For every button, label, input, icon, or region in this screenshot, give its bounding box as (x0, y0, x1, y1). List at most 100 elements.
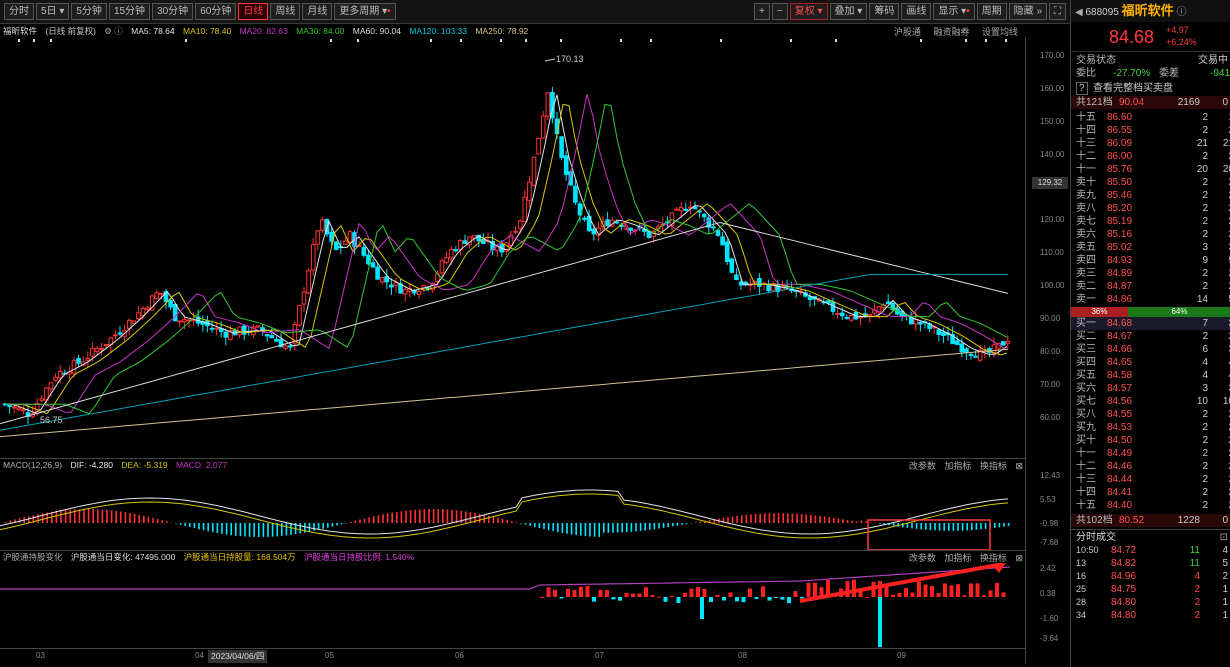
hk-title[interactable]: 沪股通持股变化 (3, 552, 63, 562)
full-book-link[interactable]: 查看完整档买卖盘 (1093, 83, 1173, 94)
level-vol-2: 2 (1228, 421, 1230, 434)
edit-param-button[interactable]: 改参数 (908, 553, 936, 563)
ask-row[interactable]: 卖七 85.19 2 2 (1071, 215, 1230, 228)
ask-row[interactable]: 十一 85.76 20 20 (1071, 163, 1230, 176)
overlay-button[interactable]: 叠加 ▾ (829, 3, 868, 20)
candle-body (39, 398, 45, 401)
hk-bar (663, 597, 668, 602)
close-icon[interactable]: ⊠ (1015, 553, 1023, 563)
macd-bar (570, 523, 573, 535)
hk-bar (683, 592, 687, 597)
chip-button[interactable]: 筹码 (869, 3, 900, 20)
more-periods-button[interactable]: 更多周期 ▾• (334, 3, 396, 20)
info-icon[interactable]: ⓘ (1176, 7, 1187, 18)
bid-row[interactable]: 买四 84.65 4 4 (1071, 356, 1230, 369)
macd-bar (741, 515, 743, 523)
bid-row[interactable]: 买三 84.66 6 3 (1071, 343, 1230, 356)
ask-row[interactable]: 卖三 84.89 2 2 (1071, 267, 1230, 280)
bid-row[interactable]: 十五 84.40 2 2 (1071, 499, 1230, 512)
zoom-in-button[interactable]: + (754, 3, 770, 20)
ask-row[interactable]: 卖八 85.20 2 2 (1071, 202, 1230, 215)
hk-bar (611, 597, 616, 600)
stock-code: 688095 (1085, 7, 1119, 18)
bid-row[interactable]: 买二 84.67 2 2 (1071, 330, 1230, 343)
bid-row[interactable]: 十三 84.44 2 2 (1071, 473, 1230, 486)
bid-row[interactable]: 十二 84.46 2 2 (1071, 460, 1230, 473)
macd-dea-line (0, 493, 1009, 539)
candlestick-chart[interactable]: 170.13 56.75 (0, 37, 1025, 457)
macd-bar (455, 510, 458, 523)
ask-row[interactable]: 卖十 85.50 2 2 (1071, 176, 1230, 189)
period-tab-5day[interactable]: 5日 ▾ (36, 3, 70, 20)
macd-bar (156, 518, 159, 523)
add-indicator-button[interactable]: 加指标 (944, 553, 972, 563)
ask-row[interactable]: 十二 86.00 2 2 (1071, 150, 1230, 163)
ask-row[interactable]: 卖五 85.02 3 3 (1071, 241, 1230, 254)
total-ask-label: 共121档 (1076, 97, 1113, 108)
expand-icon[interactable]: ⊡ (1219, 532, 1228, 543)
help-icon[interactable]: ? (1076, 82, 1088, 95)
period-tab-15min[interactable]: 15分钟 (108, 3, 151, 20)
period-tab-fenshi[interactable]: 分时 (4, 3, 34, 20)
level-price: 84.50 (1107, 435, 1133, 446)
y-tick: 120.00 (1040, 215, 1065, 224)
change-indicator-button[interactable]: 换指标 (979, 553, 1007, 563)
ask-row[interactable]: 卖一 84.86 14 5 (1071, 293, 1230, 306)
expand-icon[interactable]: ⛶ (1049, 3, 1066, 20)
macd-bar (262, 523, 265, 537)
ask-row[interactable]: 卖二 84.87 2 2 (1071, 280, 1230, 293)
settings-icon[interactable]: ⚙ ⓘ (104, 26, 123, 36)
full-book-row[interactable]: ? 查看完整档买卖盘 (1071, 81, 1230, 96)
stock-name-label: 福昕软件 (3, 26, 38, 36)
ask-row[interactable]: 十三 86.09 21 21 (1071, 137, 1230, 150)
edit-param-button[interactable]: 改参数 (908, 461, 936, 471)
adjust-button[interactable]: 复权 ▾ (789, 3, 828, 20)
ask-row[interactable]: 卖四 84.93 9 9 (1071, 254, 1230, 267)
margin-link[interactable]: 融资融券 (933, 27, 970, 37)
add-indicator-button[interactable]: 加指标 (944, 461, 972, 471)
period-tab-daily[interactable]: 日线 (238, 3, 269, 20)
bid-row[interactable]: 买五 84.58 4 4 (1071, 369, 1230, 382)
level-vol-2: 2 (1228, 176, 1230, 189)
level-label: 十五 (1076, 112, 1096, 123)
set-ma-link[interactable]: 设置均线 (981, 27, 1018, 37)
level-label: 买七 (1076, 396, 1096, 407)
y-tick: 90.00 (1040, 314, 1061, 323)
macd-bar (299, 523, 301, 534)
bid-row[interactable]: 买七 84.56 10 10 (1071, 395, 1230, 408)
level-label: 卖二 (1076, 281, 1096, 292)
bid-row[interactable]: 买九 84.53 2 2 (1071, 421, 1230, 434)
macd-title[interactable]: MACD(12,26,9) (3, 460, 63, 470)
macd-bar (667, 523, 669, 528)
event-marker (1005, 39, 1007, 42)
change-indicator-button[interactable]: 换指标 (979, 461, 1007, 471)
ask-row[interactable]: 卖六 85.16 2 2 (1071, 228, 1230, 241)
candle-body (444, 257, 449, 264)
period-tab-weekly[interactable]: 周线 (270, 3, 301, 20)
candle-body (57, 370, 63, 379)
period-tab-60min[interactable]: 60分钟 (195, 3, 237, 20)
bid-row[interactable]: 买一 84.68 7 3 (1071, 317, 1230, 330)
zoom-out-button[interactable]: − (771, 3, 788, 20)
draw-line-button[interactable]: 画线 (901, 3, 932, 20)
ask-row[interactable]: 卖九 85.46 2 2 (1071, 189, 1230, 202)
candle-body (361, 247, 367, 256)
period-tab-5min[interactable]: 5分钟 (71, 3, 107, 20)
bid-row[interactable]: 买八 84.55 2 2 (1071, 408, 1230, 421)
hide-button[interactable]: 隐藏 » (1008, 3, 1047, 20)
close-icon[interactable]: ⊠ (1015, 461, 1023, 471)
hk-connect-link[interactable]: 沪股通 (893, 27, 921, 37)
macd-bar (359, 519, 361, 523)
cycle-button[interactable]: 周期 (976, 3, 1007, 20)
ask-row[interactable]: 十四 86.55 2 2 (1071, 124, 1230, 137)
bid-row[interactable]: 十一 84.49 2 2 (1071, 447, 1230, 460)
period-tab-monthly[interactable]: 月线 (302, 3, 333, 20)
bid-row[interactable]: 买六 84.57 3 3 (1071, 382, 1230, 395)
ask-row[interactable]: 十五 86.60 2 1 (1071, 111, 1230, 124)
display-button[interactable]: 显示 ▾• (933, 3, 975, 20)
back-icon[interactable]: ◀ (1075, 7, 1083, 18)
macd-bar (400, 511, 403, 523)
period-tab-30min[interactable]: 30分钟 (152, 3, 194, 20)
bid-row[interactable]: 十四 84.41 2 2 (1071, 486, 1230, 499)
bid-row[interactable]: 买十 84.50 2 2 (1071, 434, 1230, 447)
